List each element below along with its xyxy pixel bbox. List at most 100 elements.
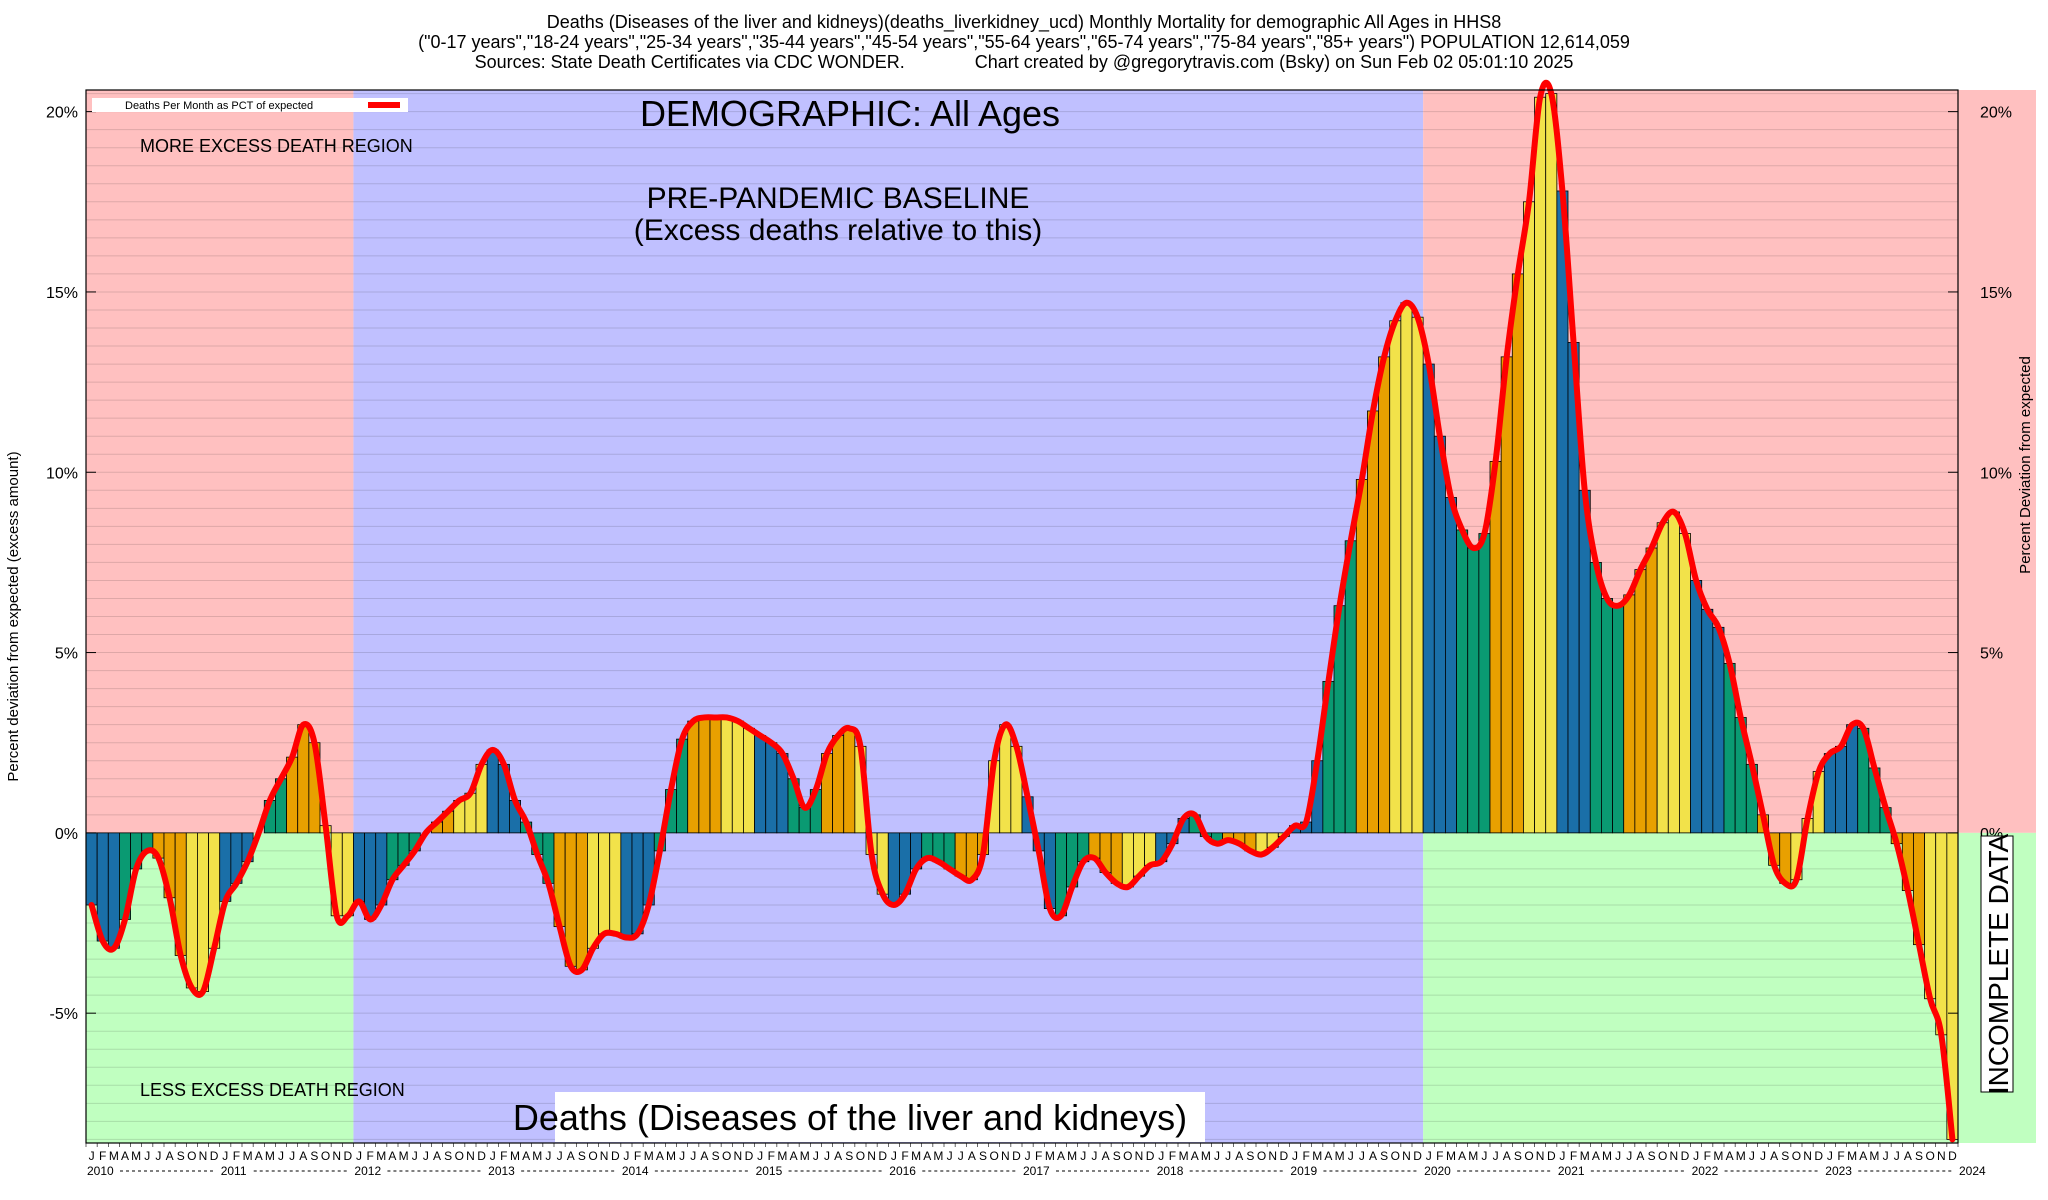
month-label: J: [1214, 1149, 1220, 1163]
month-label: O: [588, 1149, 597, 1163]
month-label: J: [490, 1149, 496, 1163]
year-label: 2015: [756, 1164, 783, 1178]
month-label: J: [1348, 1149, 1354, 1163]
month-label: M: [109, 1149, 119, 1163]
month-label: O: [321, 1149, 330, 1163]
month-label: J: [1091, 1149, 1097, 1163]
month-label: S: [578, 1149, 586, 1163]
month-label: A: [1859, 1149, 1867, 1163]
year-label: 2010: [87, 1164, 114, 1178]
month-label: M: [399, 1149, 409, 1163]
month-label: D: [210, 1149, 219, 1163]
month-label: N: [1001, 1149, 1010, 1163]
month-label: D: [1681, 1149, 1690, 1163]
month-label: A: [1191, 1149, 1199, 1163]
month-label: A: [923, 1149, 931, 1163]
month-label: J: [278, 1149, 284, 1163]
month-label: J: [557, 1149, 563, 1163]
year-label: 2016: [889, 1164, 916, 1178]
month-label: D: [1413, 1149, 1422, 1163]
month-label: A: [834, 1149, 842, 1163]
more-excess-region-label: MORE EXCESS DEATH REGION: [140, 136, 413, 156]
month-label: S: [1246, 1149, 1254, 1163]
bar: [1835, 745, 1847, 834]
month-label: M: [1713, 1149, 1723, 1163]
bar: [1545, 93, 1558, 834]
month-label: D: [1280, 1149, 1289, 1163]
month-label: N: [734, 1149, 743, 1163]
bar: [731, 720, 744, 834]
year-label: 2013: [488, 1164, 515, 1178]
bottom-title-box: [555, 1092, 1205, 1142]
bottom-title: Deaths (Diseases of the liver and kidney…: [513, 1097, 1187, 1138]
month-label: O: [856, 1149, 865, 1163]
bar: [832, 735, 845, 834]
month-label: M: [1179, 1149, 1189, 1163]
bar: [1445, 497, 1457, 834]
month-label: N: [1268, 1149, 1277, 1163]
month-label: O: [1925, 1149, 1934, 1163]
year-label: 2022: [1692, 1164, 1719, 1178]
month-label: J: [1559, 1149, 1565, 1163]
month-label: D: [1012, 1149, 1021, 1163]
bar: [999, 724, 1012, 834]
month-label: M: [933, 1149, 943, 1163]
bar: [1679, 533, 1691, 834]
month-label: A: [656, 1149, 664, 1163]
month-label: M: [1335, 1149, 1345, 1163]
month-label: A: [1458, 1149, 1466, 1163]
year-label: 2018: [1157, 1164, 1184, 1178]
month-label: F: [1436, 1149, 1443, 1163]
month-label: J: [1827, 1149, 1833, 1163]
bar: [1144, 832, 1157, 866]
header-line-1: Deaths (Diseases of the liver and kidney…: [546, 12, 1502, 32]
bar: [1523, 201, 1535, 834]
month-label: M: [1580, 1149, 1590, 1163]
month-label: J: [1225, 1149, 1231, 1163]
month-label: J: [1292, 1149, 1298, 1163]
year-label: 2012: [354, 1164, 381, 1178]
month-label: M: [666, 1149, 676, 1163]
month-label: J: [1426, 1149, 1432, 1163]
bar: [353, 832, 365, 902]
bar: [598, 832, 611, 935]
bar: [709, 717, 722, 834]
month-label: N: [1536, 1149, 1545, 1163]
bar: [1378, 356, 1391, 834]
bar: [1400, 302, 1413, 834]
month-label: A: [299, 1149, 307, 1163]
month-label: S: [444, 1149, 452, 1163]
month-label: J: [412, 1149, 418, 1163]
month-label: A: [1503, 1149, 1511, 1163]
bar: [1411, 316, 1424, 834]
bar: [1433, 435, 1446, 834]
month-label: N: [867, 1149, 876, 1163]
year-label: 2017: [1023, 1164, 1050, 1178]
month-label: J: [1749, 1149, 1755, 1163]
bar: [575, 832, 588, 971]
bar: [1578, 489, 1591, 834]
month-label: A: [1592, 1149, 1600, 1163]
month-label: A: [121, 1149, 129, 1163]
bar: [1511, 273, 1524, 834]
month-label: M: [532, 1149, 542, 1163]
bar: [1467, 547, 1480, 834]
header-line-3: Sources: State Death Certificates via CD…: [474, 52, 1574, 72]
bar: [341, 832, 354, 917]
month-label: J: [813, 1149, 819, 1163]
month-label: A: [1324, 1149, 1332, 1163]
incomplete-data-label: INCOMPLETE DATA: [1983, 834, 2014, 1095]
month-label: O: [722, 1149, 731, 1163]
month-label: J: [1894, 1149, 1900, 1163]
month-label: S: [979, 1149, 987, 1163]
legend-box: [92, 98, 408, 112]
trend-line: [88, 79, 1956, 1143]
more-excess-region-pre: [86, 90, 354, 833]
month-label: F: [233, 1149, 240, 1163]
month-label: F: [1302, 1149, 1309, 1163]
legend-label: Deaths Per Month as PCT of expected: [125, 100, 313, 112]
y-tick-label-right: 5%: [1980, 646, 2003, 663]
month-label: A: [388, 1149, 396, 1163]
bar: [1712, 626, 1725, 834]
month-label: A: [790, 1149, 798, 1163]
